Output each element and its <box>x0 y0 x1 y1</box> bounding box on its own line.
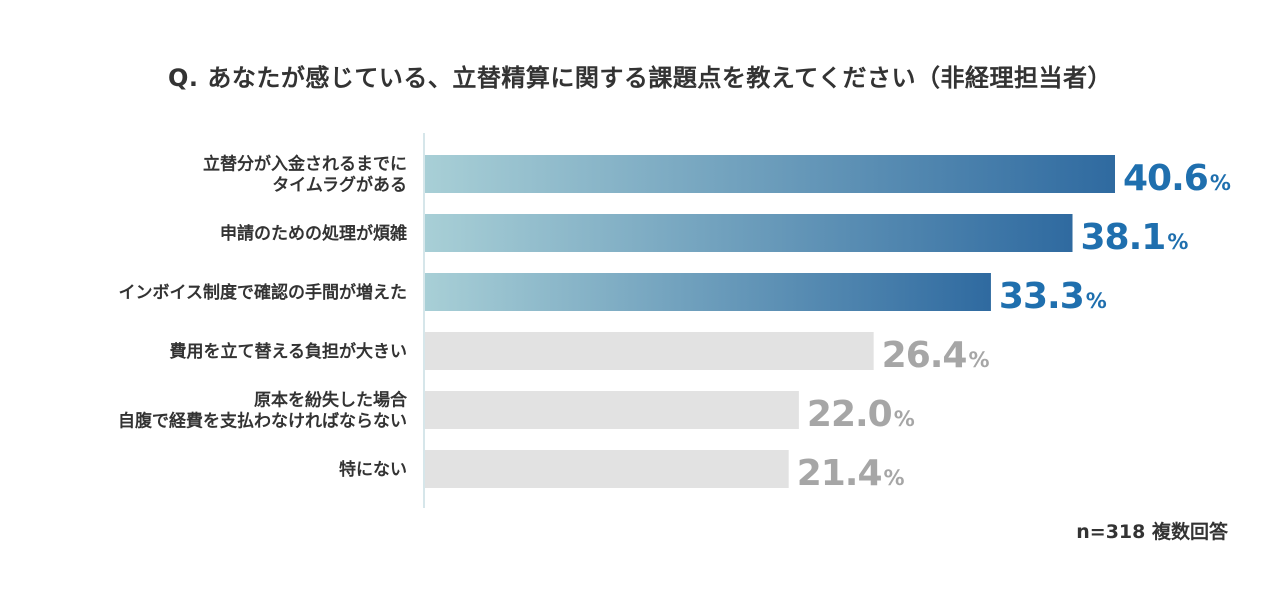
bar-3 <box>425 332 874 370</box>
category-label: 自腹で経費を支払わなければならない <box>118 411 407 432</box>
bar-4 <box>425 391 799 429</box>
category-label: 立替分が入金されるまでに <box>203 154 407 175</box>
category-label: 原本を紛失した場合 <box>254 390 408 411</box>
chart-title: Q. あなたが感じている、立替精算に関する課題点を教えてください（非経理担当者） <box>168 64 1112 92</box>
sample-size-note: n=318 複数回答 <box>1076 521 1228 543</box>
bar-0 <box>425 155 1115 193</box>
category-label: タイムラグがある <box>272 175 407 196</box>
value-label: 33.3% <box>999 276 1107 317</box>
category-label: 特にない <box>339 459 407 480</box>
value-label: 26.4% <box>882 335 990 376</box>
category-label: インボイス制度で確認の手間が増えた <box>119 282 408 303</box>
value-label: 22.0% <box>807 394 915 435</box>
bar-5 <box>425 450 789 488</box>
bar-2 <box>425 273 991 311</box>
value-label: 38.1% <box>1081 217 1189 258</box>
bar-1 <box>425 214 1073 252</box>
category-label: 費用を立て替える負担が大きい <box>170 341 408 362</box>
category-label: 申請のための処理が煩雑 <box>220 223 407 244</box>
value-label: 21.4% <box>797 453 905 494</box>
value-label: 40.6% <box>1123 158 1231 199</box>
